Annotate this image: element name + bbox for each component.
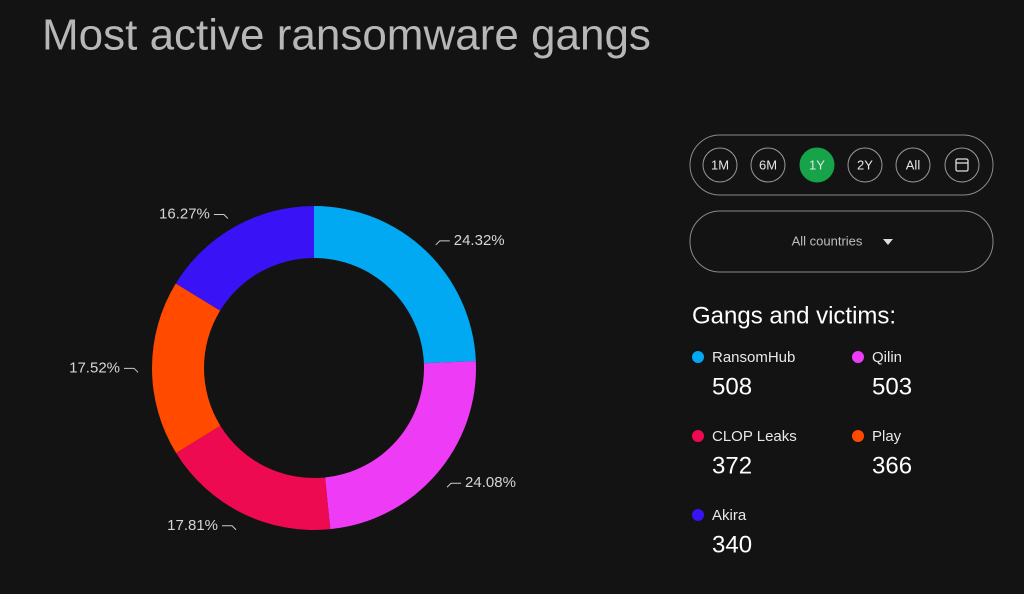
range-label: 2Y (857, 157, 873, 172)
slice-label: 16.27% (159, 205, 210, 222)
legend-dot (852, 351, 864, 363)
leader-line (435, 240, 450, 246)
dropdown-box (689, 210, 994, 273)
slice-label: 17.52% (69, 359, 120, 376)
country-dropdown[interactable]: All countries (689, 210, 994, 273)
range-label: All (906, 157, 921, 172)
slice (325, 361, 476, 530)
range-button[interactable]: 1Y (799, 147, 835, 183)
legend-label: Qilin (872, 349, 902, 366)
legend-count: 503 (872, 373, 912, 400)
leader-line (124, 367, 139, 373)
legend-dot (852, 430, 864, 442)
leader-line (446, 482, 462, 488)
range-circle (895, 147, 931, 183)
slice (314, 206, 476, 364)
legend-count: 366 (872, 452, 912, 479)
legend-dot (692, 430, 704, 442)
range-button[interactable]: All (895, 147, 931, 183)
range-button[interactable]: 2Y (847, 147, 883, 183)
range-button[interactable]: 6M (750, 147, 786, 183)
slice-label: 24.32% (454, 232, 505, 249)
calendar-circle (944, 147, 980, 183)
leader-line (213, 213, 229, 219)
calendar-button[interactable] (944, 147, 980, 183)
range-button[interactable]: 1M (702, 147, 738, 183)
slice-label: 17.81% (167, 517, 218, 534)
legend-count: 372 (712, 452, 752, 479)
slice (176, 425, 331, 530)
legend-title: Gangs and victims: (692, 302, 896, 329)
slice-label: 24.08% (465, 474, 516, 491)
range-circle (847, 147, 883, 183)
range-group (689, 134, 994, 196)
legend-label: RansomHub (712, 349, 795, 366)
legend-dot (692, 351, 704, 363)
legend-count: 340 (712, 531, 752, 558)
calendar-icon (955, 158, 969, 172)
legend-count: 508 (712, 373, 752, 400)
range-circle (750, 147, 786, 183)
range-label: 1Y (809, 157, 825, 172)
legend-label: Play (872, 428, 902, 445)
range-label: 1M (711, 157, 729, 172)
leader-line (222, 525, 237, 531)
chart-title: Most active ransomware gangs (42, 11, 651, 60)
dropdown-arrow (883, 239, 893, 245)
slice (152, 283, 221, 453)
range-circle (799, 147, 835, 183)
dropdown-label: All countries (792, 233, 863, 248)
legend-label: Akira (712, 507, 747, 524)
legend-dot (692, 509, 704, 521)
range-circle (702, 147, 738, 183)
range-label: 6M (759, 157, 777, 172)
legend-label: CLOP Leaks (712, 428, 797, 445)
slice (175, 206, 314, 311)
